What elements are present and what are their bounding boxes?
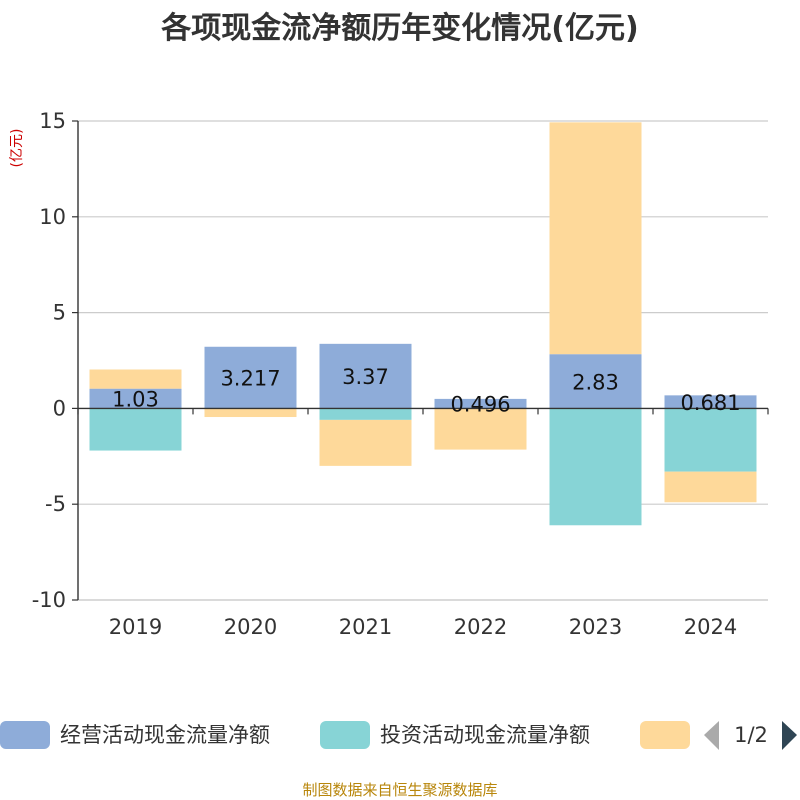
bar-2024-series-2[interactable]	[664, 471, 757, 503]
bar-2022-series-0[interactable]	[434, 398, 527, 409]
bar-2023-series-0[interactable]	[549, 354, 642, 409]
bar-2022-series-2[interactable]	[434, 408, 527, 450]
x-tick-label: 2020	[224, 615, 277, 639]
legend-swatch-0[interactable]	[0, 721, 50, 749]
legend: 经营活动现金流量净额 投资活动现金流量净额 1/2	[0, 721, 797, 750]
legend-label-1[interactable]: 投资活动现金流量净额	[380, 723, 590, 747]
bar-2024-series-1[interactable]	[664, 408, 757, 472]
y-tick-label: 10	[39, 205, 66, 229]
x-tick-label: 2022	[454, 615, 507, 639]
data-label-2020: 3.217	[220, 367, 280, 391]
bar-2019-series-2[interactable]	[89, 369, 182, 389]
grid-lines	[78, 120, 768, 601]
bar-2020-series-2[interactable]	[204, 408, 297, 418]
bar-2019-series-0[interactable]	[89, 388, 182, 409]
x-tick-label: 2019	[109, 615, 162, 639]
y-tick-label: 0	[53, 396, 66, 420]
bar-2020-series-0[interactable]	[204, 346, 297, 409]
data-label-2024: 0.681	[680, 391, 740, 415]
legend-swatch-2[interactable]	[640, 721, 690, 749]
y-tick-label: -5	[45, 492, 66, 516]
axes: 15 10 5 0 -5 -10 2019 2020 2021 2022 2023 2024	[32, 109, 769, 639]
y-tick-label: 15	[39, 109, 66, 133]
bar-2021-series-2[interactable]	[319, 419, 412, 466]
data-label-2023: 2.83	[572, 370, 619, 394]
bar-2023-series-2[interactable]	[549, 122, 642, 355]
data-label-2019: 1.03	[112, 388, 159, 412]
data-labels: 1.03 3.217 3.37 0.496 2.83 0.681	[112, 365, 740, 417]
legend-page-indicator: 1/2	[734, 723, 768, 747]
data-label-2022: 0.496	[450, 393, 510, 417]
y-axis-label: (亿元)	[9, 129, 25, 168]
x-tick-label: 2021	[339, 615, 392, 639]
chart-title: 各项现金流净额历年变化情况(亿元)	[160, 11, 638, 46]
source-note: 制图数据来自恒生聚源数据库	[302, 781, 497, 799]
x-tick-label: 2024	[684, 615, 737, 639]
legend-label-0[interactable]: 经营活动现金流量净额	[60, 723, 270, 747]
bars	[89, 122, 757, 526]
legend-prev-icon[interactable]	[704, 721, 719, 750]
y-tick-label: 5	[53, 301, 66, 325]
x-tick-label: 2023	[569, 615, 622, 639]
bar-2021-series-1[interactable]	[319, 408, 412, 420]
legend-swatch-1[interactable]	[320, 721, 370, 749]
bar-2024-series-0[interactable]	[664, 395, 757, 409]
legend-next-icon[interactable]	[782, 721, 797, 750]
bar-2023-series-1[interactable]	[549, 408, 642, 526]
y-tick-label: -10	[32, 588, 66, 612]
bar-2021-series-0[interactable]	[319, 343, 412, 409]
bar-2019-series-1[interactable]	[89, 408, 182, 451]
data-label-2021: 3.37	[342, 365, 389, 389]
